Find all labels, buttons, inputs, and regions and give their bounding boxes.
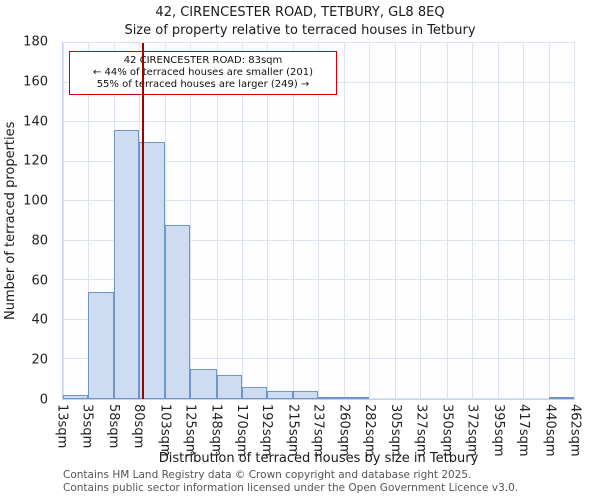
footer-line1: Contains HM Land Registry data © Crown c… <box>63 469 472 481</box>
histogram-bar <box>88 292 115 399</box>
x-tick-label: 237sqm <box>310 404 326 457</box>
x-tick-label: 192sqm <box>259 404 274 457</box>
chart-subtitle: Size of property relative to terraced ho… <box>124 23 476 38</box>
gridline-vertical <box>369 43 371 399</box>
y-tick-label: 60 <box>31 273 48 289</box>
histogram-bar <box>114 130 140 399</box>
gridline-horizontal <box>63 239 574 241</box>
gridline-vertical <box>63 43 64 399</box>
annotation-larger: 55% of terraced houses are larger (249) … <box>96 79 310 90</box>
gridline-vertical <box>165 43 167 399</box>
x-tick-label: 148sqm <box>208 404 224 457</box>
histogram-bar <box>344 397 370 399</box>
y-tick-label: 100 <box>23 193 48 209</box>
x-tick-label: 35sqm <box>79 404 95 449</box>
chart-title: 42, CIRENCESTER ROAD, TETBURY, GL8 8EQ <box>155 5 445 20</box>
y-tick-label: 20 <box>31 352 48 368</box>
x-tick-label: 170sqm <box>233 404 249 457</box>
x-tick-label: 395sqm <box>490 404 506 457</box>
histogram-bar <box>548 397 574 399</box>
footer: Contains HM Land Registry data © Crown c… <box>63 469 518 495</box>
histogram-bar <box>317 397 345 399</box>
x-tick-label: 305sqm <box>388 404 404 457</box>
gridline-vertical <box>471 43 473 399</box>
gridline-vertical <box>266 43 268 399</box>
x-tick-label: 260sqm <box>336 404 352 457</box>
x-tick-label: 282sqm <box>361 404 377 457</box>
x-axis-label: Distribution of terraced houses by size … <box>158 451 479 466</box>
x-tick-label: 13sqm <box>54 404 70 449</box>
histogram-bar <box>216 375 242 399</box>
x-tick-label: 215sqm <box>285 404 301 457</box>
gridline-vertical <box>88 43 90 399</box>
y-tick-label: 180 <box>23 34 48 50</box>
x-tick-label: 125sqm <box>182 404 198 457</box>
gridline-vertical <box>497 43 499 399</box>
gridline-vertical <box>548 43 550 399</box>
gridline-horizontal <box>63 318 574 320</box>
gridline-vertical <box>574 43 575 399</box>
x-axis-ticks: 13sqm 35sqm 58sqm 80sqm 103sqm 125sqm 148sqm 17… <box>55 404 583 457</box>
gridline-horizontal <box>63 358 574 360</box>
histogram-bar <box>292 391 318 399</box>
x-tick-label: 327sqm <box>413 404 429 457</box>
x-tick-label: 103sqm <box>157 404 173 457</box>
annotation-smaller: ← 44% of terraced houses are smaller (20… <box>92 67 314 78</box>
annotation-box: 42 CIRENCESTER ROAD: 83sqm ← 44% of terr… <box>69 51 337 95</box>
histogram-bar <box>190 369 217 399</box>
y-tick-label: 40 <box>31 312 48 328</box>
gridline-vertical <box>216 43 218 399</box>
x-tick-label: 462sqm <box>567 404 583 457</box>
footer-line2: Contains public sector information licen… <box>63 482 519 495</box>
annotation-title: 42 CIRENCESTER ROAD: 83sqm <box>123 55 283 66</box>
histogram-bar <box>63 395 89 399</box>
x-tick-label: 350sqm <box>439 404 455 457</box>
y-tick-label: 140 <box>23 114 48 130</box>
plot-area: 42 CIRENCESTER ROAD: 83sqm ← 44% of terr… <box>62 42 575 400</box>
histogram-bar <box>266 391 293 399</box>
y-tick-label: 80 <box>31 233 48 249</box>
gridline-vertical <box>395 43 397 399</box>
gridline-vertical <box>522 43 524 399</box>
gridline-vertical <box>344 43 346 399</box>
x-tick-label: 417sqm <box>516 404 532 457</box>
gridline-horizontal <box>63 200 574 202</box>
gridline-horizontal <box>63 121 574 123</box>
histogram-bar <box>165 224 191 399</box>
gridline-vertical <box>241 43 243 399</box>
gridline-vertical <box>190 43 192 399</box>
y-tick-label: 160 <box>23 74 48 90</box>
y-tick-label: 0 <box>39 392 48 408</box>
y-axis-ticks: 0 20 40 60 80 100 120 140 160 180 <box>0 35 54 408</box>
gridline-vertical <box>420 43 422 399</box>
x-tick-label: 372sqm <box>464 404 480 457</box>
gridline-horizontal <box>63 279 574 281</box>
property-marker-line <box>141 43 144 399</box>
gridline-vertical <box>317 43 319 399</box>
x-tick-label: 440sqm <box>542 404 558 457</box>
y-tick-label: 120 <box>23 153 48 169</box>
x-tick-label: 80sqm <box>131 404 147 449</box>
gridline-vertical <box>292 43 294 399</box>
gridline-vertical <box>446 43 448 399</box>
gridline-horizontal <box>63 42 574 43</box>
histogram-bar <box>241 387 267 399</box>
x-tick-label: 58sqm <box>105 404 121 449</box>
gridline-horizontal <box>63 160 574 162</box>
